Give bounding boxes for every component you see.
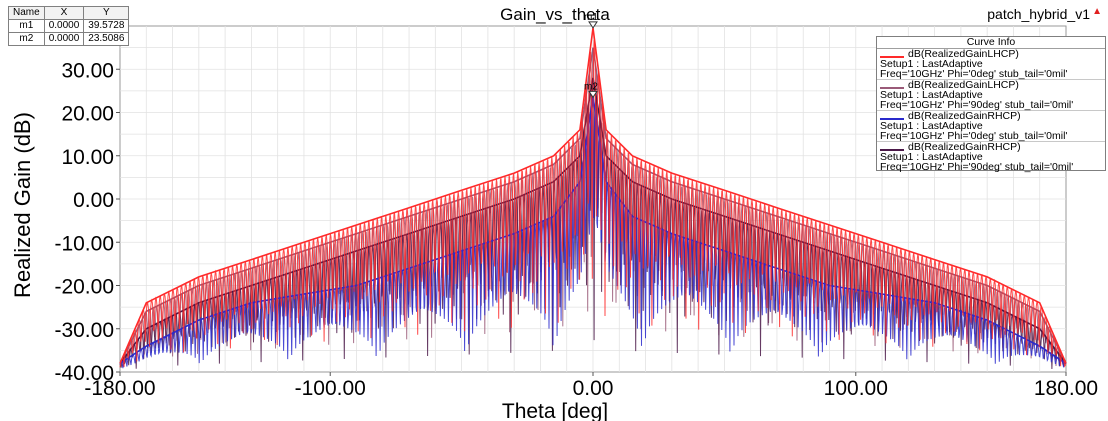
x-tick-label: -180.00 bbox=[84, 377, 155, 400]
marker-header-y: Y bbox=[83, 6, 130, 20]
marker-y: 23.5086 bbox=[83, 32, 130, 46]
legend-setup: Setup1 : LastAdaptive bbox=[880, 58, 983, 70]
legend-series-name: dB(RealizedGainLHCP) bbox=[908, 48, 1019, 60]
legend-entry[interactable]: dB(RealizedGainLHCP) Setup1 : LastAdapti… bbox=[877, 49, 1105, 80]
legend-params: Freq='10GHz' Phi='90deg' stub_tail='0mil… bbox=[880, 99, 1074, 111]
legend-entry[interactable]: dB(RealizedGainRHCP) Setup1 : LastAdapti… bbox=[877, 111, 1105, 142]
x-tick-label: 180.00 bbox=[1034, 377, 1098, 400]
legend-params: Freq='10GHz' Phi='0deg' stub_tail='0mil' bbox=[880, 68, 1068, 80]
legend-series-name: dB(RealizedGainRHCP) bbox=[908, 110, 1021, 122]
marker-layer: m1 m2 bbox=[584, 12, 598, 99]
series-envelope bbox=[119, 47, 1067, 364]
x-axis-label: Theta [deg] bbox=[502, 400, 608, 421]
up-arrow-icon[interactable]: ▲ bbox=[1092, 6, 1102, 17]
series-line bbox=[119, 40, 1067, 368]
legend-entry[interactable]: dB(RealizedGainRHCP) Setup1 : LastAdapti… bbox=[877, 142, 1105, 172]
y-tick-label: -40.00 bbox=[54, 362, 114, 385]
marker-x: 0.0000 bbox=[43, 19, 85, 33]
chart-title: Gain_vs_theta bbox=[500, 5, 610, 24]
legend-params: Freq='10GHz' Phi='0deg' stub_tail='0mil' bbox=[880, 130, 1068, 142]
legend-series-name: dB(RealizedGainRHCP) bbox=[908, 141, 1021, 153]
marker-row[interactable]: m1 0.0000 39.5728 bbox=[8, 19, 130, 33]
series-layer bbox=[119, 27, 1067, 370]
legend-title: Curve Info bbox=[877, 37, 1105, 49]
y-tick-label: -10.00 bbox=[54, 232, 114, 255]
marker-triangle[interactable] bbox=[588, 90, 598, 99]
marker-header-name: Name bbox=[8, 6, 45, 20]
legend-params: Freq='10GHz' Phi='90deg' stub_tail='0mil… bbox=[880, 161, 1074, 173]
marker-header-x: X bbox=[43, 6, 85, 20]
x-tick-label: 100.00 bbox=[824, 377, 888, 400]
x-tick-label: -100.00 bbox=[295, 377, 366, 400]
marker-triangle[interactable] bbox=[588, 21, 598, 29]
y-tick-label: 10.00 bbox=[61, 146, 114, 169]
y-tick-label: -30.00 bbox=[54, 319, 114, 342]
marker-name: m1 bbox=[8, 19, 45, 33]
x-axis-ticks: -180.00 -100.00 0.00 100.00 180.00 bbox=[84, 372, 1098, 400]
legend-swatch bbox=[880, 87, 904, 89]
legend-setup: Setup1 : LastAdaptive bbox=[880, 151, 983, 163]
y-tick-label: -20.00 bbox=[54, 276, 114, 299]
legend-swatch bbox=[880, 56, 904, 58]
legend-swatch bbox=[880, 149, 904, 151]
legend-series-name: dB(RealizedGainLHCP) bbox=[908, 79, 1019, 91]
y-tick-label: 0.00 bbox=[73, 189, 114, 212]
y-axis-label: Realized Gain (dB) bbox=[10, 112, 35, 298]
legend-entry[interactable]: dB(RealizedGainLHCP) Setup1 : LastAdapti… bbox=[877, 80, 1105, 111]
y-axis-ticks: -40.00 -30.00 -20.00 -10.00 0.00 10.00 20.00 30… bbox=[54, 59, 120, 385]
marker-table: Name X Y m1 0.0000 39.5728 m2 0.0000 23.… bbox=[8, 6, 130, 46]
marker-name: m2 bbox=[8, 32, 45, 46]
marker-label: m2 bbox=[584, 81, 598, 92]
legend-swatch bbox=[880, 118, 904, 120]
marker-x: 0.0000 bbox=[43, 32, 85, 46]
legend-setup: Setup1 : LastAdaptive bbox=[880, 120, 983, 132]
marker-table-header: Name X Y bbox=[8, 6, 130, 20]
project-name: patch_hybrid_v1 bbox=[987, 6, 1090, 22]
x-tick-label: 0.00 bbox=[573, 377, 614, 400]
marker-label: m1 bbox=[584, 12, 598, 23]
y-tick-label: 30.00 bbox=[61, 59, 114, 82]
curve-info-legend[interactable]: Curve Info dB(RealizedGainLHCP) Setup1 :… bbox=[876, 36, 1106, 172]
legend-setup: Setup1 : LastAdaptive bbox=[880, 89, 983, 101]
marker-y: 39.5728 bbox=[83, 19, 130, 33]
marker-row[interactable]: m2 0.0000 23.5086 bbox=[8, 32, 130, 46]
y-tick-label: 20.00 bbox=[61, 103, 114, 126]
